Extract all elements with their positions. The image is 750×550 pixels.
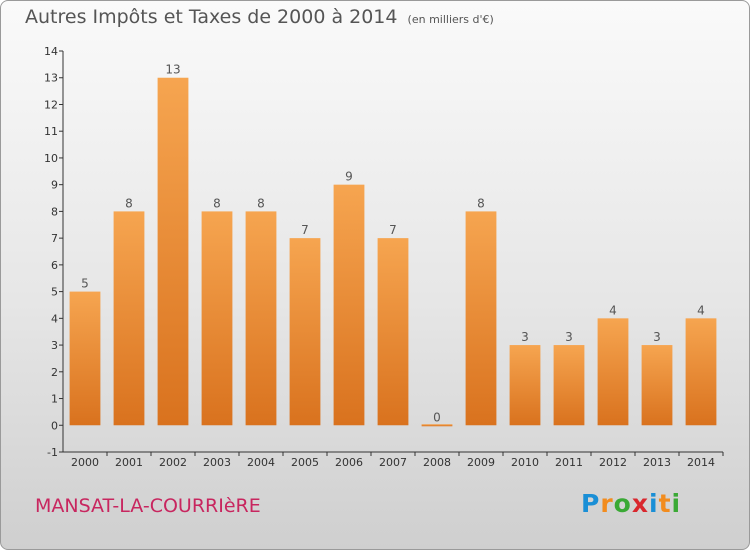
bar-value-label: 3 [565, 330, 573, 344]
y-tick-label: 13 [44, 72, 58, 85]
bar-value-label: 13 [165, 63, 180, 77]
x-tick-label: 2011 [555, 456, 583, 469]
bar-value-label: 7 [301, 223, 309, 237]
bar-value-label: 8 [257, 196, 265, 210]
y-tick-label: 1 [51, 393, 58, 406]
bar-2002 [157, 77, 189, 426]
y-tick-label: 4 [51, 312, 58, 325]
bar-2007 [377, 238, 409, 426]
x-tick-label: 2013 [643, 456, 671, 469]
bar-labels-group: 5 8 13 8 8 7 9 7 0 8 3 3 4 3 4 [81, 63, 705, 425]
bar-2012 [597, 318, 629, 426]
bar-value-label: 3 [653, 330, 661, 344]
bar-2010 [509, 345, 541, 426]
chart-title: Autres Impôts et Taxes de 2000 à 2014 (e… [25, 6, 494, 28]
x-tick-label: 2005 [291, 456, 319, 469]
y-tick-label: 12 [44, 98, 58, 111]
x-tick-label: 2004 [247, 456, 275, 469]
x-tick-label: 2001 [115, 456, 143, 469]
bar-2003 [201, 211, 233, 426]
x-tick-label: 2007 [379, 456, 407, 469]
x-tick-label: 2012 [599, 456, 627, 469]
logo-letter: t [658, 489, 672, 518]
y-tick-label: 3 [51, 339, 58, 352]
y-tick-label: 10 [44, 152, 58, 165]
commune-name: MANSAT-LA-COURRIèRE [35, 495, 261, 517]
logo-letter: i [649, 489, 659, 518]
x-tick-label: 2009 [467, 456, 495, 469]
x-tick-label: 2003 [203, 456, 231, 469]
bar-value-label: 7 [389, 223, 397, 237]
x-tick-label: 2002 [159, 456, 187, 469]
x-tick-label: 2014 [687, 456, 715, 469]
bar-value-label: 3 [521, 330, 529, 344]
bar-value-label: 5 [81, 277, 89, 291]
bar-2014 [685, 318, 717, 426]
bar-2004 [245, 211, 277, 426]
logo-letter: i [671, 489, 682, 518]
y-tick-label: 11 [44, 125, 58, 138]
bar-2011 [553, 345, 585, 426]
y-tick-label: 0 [51, 419, 58, 432]
bar-2013 [641, 345, 673, 426]
bar-value-label: 8 [477, 196, 485, 210]
proxiti-logo: Proxiti [581, 489, 681, 518]
x-axis-ticks: 2000 2001 2002 2003 2004 2005 2006 2007 2008 2009… [71, 452, 724, 469]
bar-value-label: 4 [609, 303, 617, 317]
y-tick-label: 14 [44, 45, 58, 58]
bars-group [69, 77, 717, 427]
bar-value-label: 0 [433, 410, 441, 424]
bar-2008 [421, 424, 453, 427]
x-tick-label: 2008 [423, 456, 451, 469]
y-tick-label: 7 [51, 232, 58, 245]
logo-letter: o [613, 489, 632, 518]
y-tick-label: 6 [51, 259, 58, 272]
logo-letter: P [581, 489, 601, 518]
chart-title-text: Autres Impôts et Taxes de 2000 à 2014 [25, 6, 398, 28]
bar-2000 [69, 291, 101, 426]
bar-value-label: 8 [125, 196, 133, 210]
bar-value-label: 4 [697, 303, 705, 317]
y-tick-label: 5 [51, 286, 58, 299]
x-tick-label: 2000 [71, 456, 99, 469]
bar-value-label: 9 [345, 170, 353, 184]
x-tick-label: 2010 [511, 456, 539, 469]
bar-2005 [289, 238, 321, 426]
logo-letter: r [600, 489, 614, 518]
chart-unit: (en milliers d'€) [407, 13, 494, 26]
bar-2001 [113, 211, 145, 426]
x-tick-label: 2006 [335, 456, 363, 469]
bar-value-label: 8 [213, 196, 221, 210]
bar-2009 [465, 211, 497, 426]
y-tick-label: 9 [51, 179, 58, 192]
bar-2006 [333, 184, 365, 426]
y-tick-label: 2 [51, 366, 58, 379]
y-tick-label: 8 [51, 205, 58, 218]
y-tick-label: -1 [47, 446, 58, 459]
logo-letter: x [631, 489, 649, 518]
